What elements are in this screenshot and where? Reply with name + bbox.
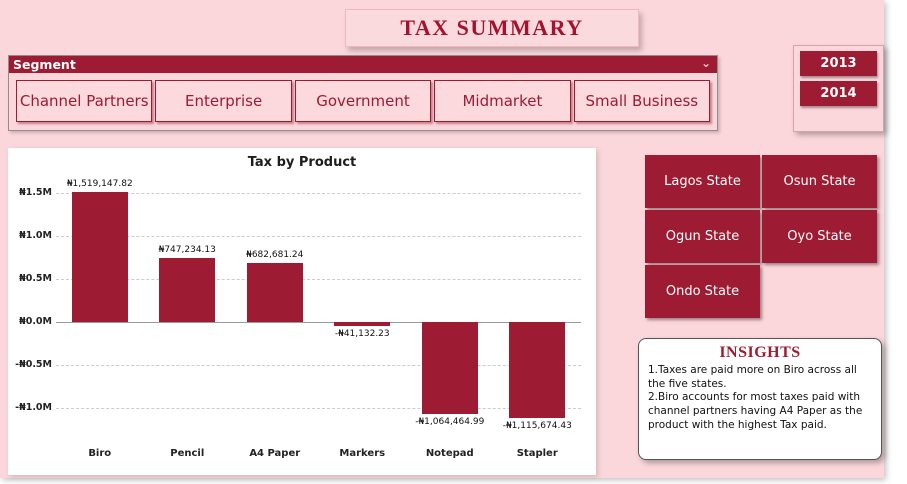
year-button-2014[interactable]: 2014 [800,81,877,106]
gridline [56,279,581,281]
report-title-box: TAX SUMMARY [345,9,639,47]
segment-option-channel-partners[interactable]: Channel Partners [16,80,153,122]
chart-plot-area: ₦1.5M ₦1.0M ₦0.5M ₦0.0M -₦0.5M -₦1.0M ₦1,519,1… [15,179,581,459]
x-axis-category-label: Pencil [170,448,205,459]
state-buttons: Lagos State Osun State Ogun State Oyo St… [645,155,877,318]
x-axis-category-label: Notepad [425,448,474,459]
y-axis-tick-label: -₦0.5M [15,359,52,371]
gridline [56,408,581,410]
tax-by-product-chart: Tax by Product ₦1.5M ₦1.0M ₦0.5M ₦0.0M -₦0.5… [8,148,596,475]
bar-data-label: -₦41,132.23 [334,328,390,339]
segment-option-midmarket[interactable]: Midmarket [434,80,571,122]
x-axis-category-label: Stapler [516,448,558,459]
bar-markers[interactable] [334,322,391,326]
bar-a4-paper[interactable] [246,263,303,323]
state-button-osun[interactable]: Osun State [762,155,877,208]
gridline [56,236,581,238]
state-button-ondo[interactable]: Ondo State [645,265,760,318]
y-axis-tick-label: ₦0.5M [19,273,52,285]
bar-pencil[interactable] [159,257,216,323]
x-axis-category-label: Biro [88,448,112,459]
y-axis-tick-label: ₦1.5M [19,187,52,199]
segment-slicer-header[interactable]: Segment ⌄ [9,56,717,73]
report-canvas: TAX SUMMARY Segment ⌄ Channel Partners E… [0,0,884,478]
segment-slicer: Segment ⌄ Channel Partners Enterprise Go… [8,55,718,131]
chevron-down-icon[interactable]: ⌄ [700,56,711,70]
bar-data-label: -₦1,115,674.43 [502,421,572,432]
segment-option-small-business[interactable]: Small Business [573,80,711,122]
segment-slicer-label: Segment [13,57,76,72]
page-title: TAX SUMMARY [400,15,584,40]
bar-data-label: ₦747,234.13 [158,244,216,255]
gridline [56,193,581,195]
year-button-2013[interactable]: 2013 [800,51,877,76]
segment-options: Channel Partners Enterprise Government M… [9,73,717,130]
gridline [56,365,581,367]
gridline [56,322,581,324]
chart-title: Tax by Product [247,155,357,170]
state-button-oyo[interactable]: Oyo State [762,210,877,263]
year-slicer: 2013 2014 [793,45,884,132]
bar-notepad[interactable] [421,322,478,414]
bar-biro[interactable] [71,191,128,323]
x-axis-category-label: Markers [339,448,386,459]
state-button-lagos[interactable]: Lagos State [645,155,760,208]
y-axis-tick-label: ₦1.0M [19,230,52,242]
state-button-ogun[interactable]: Ogun State [645,210,760,263]
bar-stapler[interactable] [509,322,566,419]
bar-data-label: ₦1,519,147.82 [66,178,133,189]
insight-line-1: 1.Taxes are paid more on Biro across all… [648,364,857,390]
segment-option-government[interactable]: Government [294,80,432,122]
segment-option-enterprise[interactable]: Enterprise [155,80,292,122]
insights-card: INSIGHTS 1.Taxes are paid more on Biro a… [638,338,882,460]
bar-data-label: -₦1,064,464.99 [415,416,485,427]
insights-title: INSIGHTS [719,344,801,361]
insight-line-2: 2.Biro accounts for most taxes paid with… [648,391,863,431]
y-axis-tick-label: ₦0.0M [19,316,52,328]
bar-data-label: ₦682,681.24 [246,250,304,261]
x-axis-category-label: A4 Paper [249,448,301,459]
y-axis-tick-label: -₦1.0M [15,402,52,414]
